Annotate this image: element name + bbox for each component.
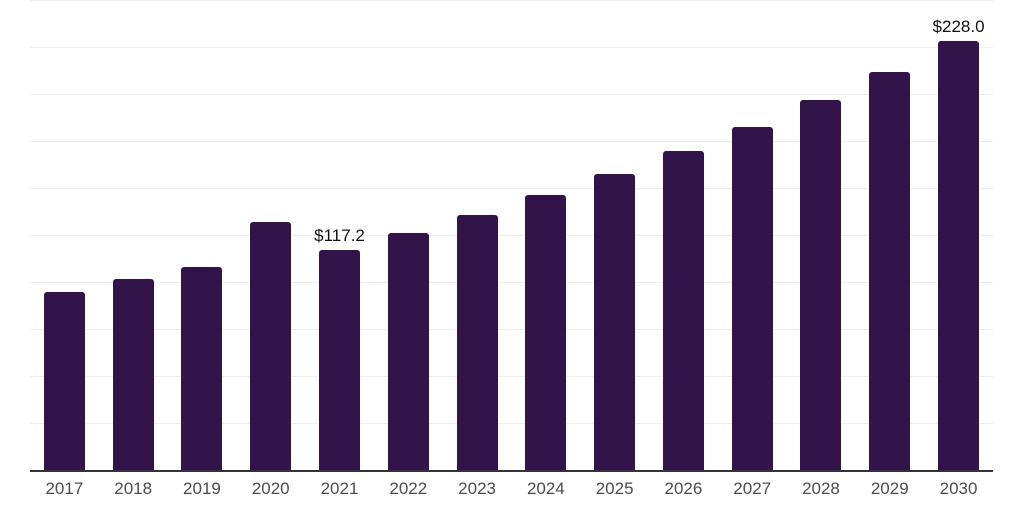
bar-slot-2025	[580, 0, 649, 470]
bar-slot-2024	[511, 0, 580, 470]
bar-2028	[800, 100, 842, 470]
bar-slot-2021: $117.2	[305, 0, 374, 470]
bar-2024	[525, 195, 567, 470]
gridline	[30, 235, 993, 236]
plot-area: $117.2 $228.0	[30, 0, 993, 472]
x-tick-2019: 2019	[183, 479, 221, 498]
x-tick-2023: 2023	[458, 479, 496, 498]
bar-slot-2017	[30, 0, 99, 470]
gridline	[30, 0, 993, 1]
bar-2026	[662, 151, 704, 470]
value-label-2030: $228.0	[932, 17, 985, 37]
bar-slot-2023	[443, 0, 512, 470]
x-tick-2029: 2029	[870, 479, 909, 498]
x-tick-2027: 2027	[733, 479, 772, 498]
bar-2021	[319, 249, 361, 470]
bar-slot-2022	[374, 0, 443, 470]
x-axis-labels: 2017 2018 2019 2020 2021 2022 2023 2024 2025 2026…	[30, 479, 993, 499]
bar-slot-2030: $228.0	[924, 0, 993, 470]
x-tick-2030: 2030	[939, 479, 978, 498]
gridline	[30, 329, 993, 330]
x-tick-2025: 2025	[595, 479, 634, 498]
gridline	[30, 141, 993, 142]
bar-slot-2029	[855, 0, 924, 470]
bars: $117.2 $228.0	[30, 0, 993, 470]
x-tick-2022: 2022	[389, 479, 428, 498]
bar-2022	[387, 232, 429, 470]
value-label-2021: $117.2	[314, 225, 365, 245]
bar-slot-2026	[649, 0, 718, 470]
bar-2023	[456, 214, 498, 470]
bar-2027	[731, 126, 773, 470]
bar-slot-2028	[787, 0, 856, 470]
bar-2030	[938, 41, 980, 470]
x-tick-2024: 2024	[526, 479, 565, 498]
bar-slot-2027	[718, 0, 787, 470]
x-tick-2020: 2020	[251, 479, 290, 498]
x-tick-2018: 2018	[114, 479, 153, 498]
bar-2025	[594, 173, 636, 470]
bar-2017	[43, 291, 85, 470]
bar-slot-2019	[168, 0, 237, 470]
bar-2020	[250, 222, 292, 470]
bar-2018	[112, 279, 154, 470]
gridline	[30, 94, 993, 95]
gridline	[30, 423, 993, 424]
x-tick-2028: 2028	[802, 479, 840, 498]
gridline	[30, 282, 993, 283]
bar-slot-2018	[99, 0, 168, 470]
x-tick-2026: 2026	[664, 479, 703, 498]
x-tick-2021: 2021	[320, 479, 359, 498]
x-tick-2017: 2017	[45, 479, 84, 498]
bar-2029	[869, 72, 911, 470]
bar-2019	[181, 266, 223, 470]
gridline	[30, 188, 993, 189]
gridline	[30, 47, 993, 48]
gridline	[30, 376, 993, 377]
bar-slot-2020	[236, 0, 305, 470]
